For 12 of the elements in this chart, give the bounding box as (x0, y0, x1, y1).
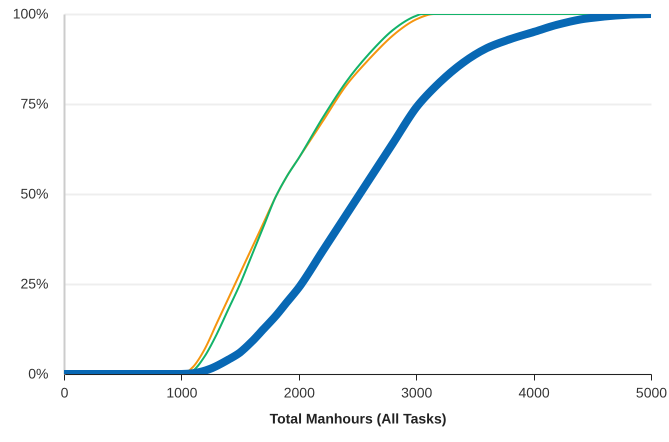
y-tick-label: 50% (20, 186, 48, 202)
y-tick-label: 75% (20, 96, 48, 112)
y-tick-label: 0% (28, 366, 48, 382)
x-tick-label: 2000 (284, 384, 316, 400)
x-axis-title: Total Manhours (All Tasks) (270, 410, 446, 426)
y-tick-label: 25% (20, 276, 48, 292)
x-tick-label: 3000 (401, 384, 432, 400)
x-tick-label: 1000 (166, 384, 198, 400)
x-tick-label: 0 (60, 384, 69, 400)
y-tick-label: 100% (12, 6, 48, 22)
x-tick-label: 4000 (518, 384, 550, 400)
x-tick-label: 5000 (636, 384, 668, 400)
